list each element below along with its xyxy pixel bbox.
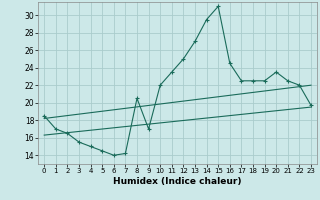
X-axis label: Humidex (Indice chaleur): Humidex (Indice chaleur) xyxy=(113,177,242,186)
